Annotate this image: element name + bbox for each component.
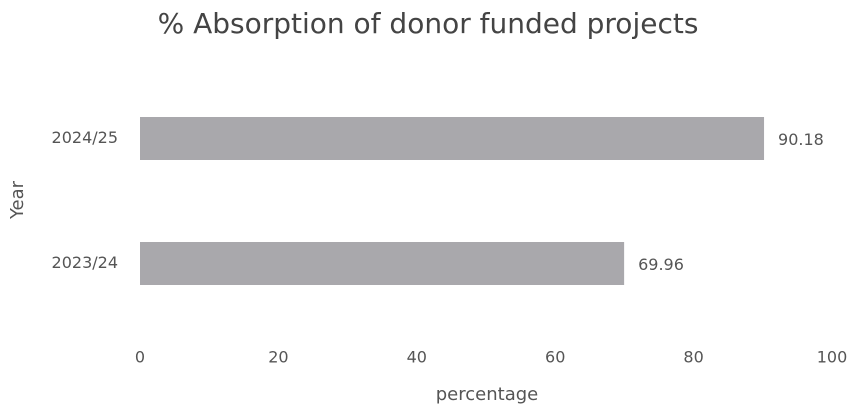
bar xyxy=(140,242,625,285)
y-tick-label: 2023/24 xyxy=(52,253,118,272)
bar xyxy=(140,117,765,160)
y-tick-label: 2024/25 xyxy=(52,128,118,147)
x-tick-label: 0 xyxy=(135,348,145,367)
y-axis-title: Year xyxy=(7,180,28,220)
x-tick-label: 100 xyxy=(817,348,848,367)
x-tick-label: 80 xyxy=(683,348,703,367)
x-axis-title: percentage xyxy=(436,384,538,405)
x-tick-label: 20 xyxy=(268,348,288,367)
chart-title: % Absorption of donor funded projects xyxy=(158,7,699,40)
data-label: 69.96 xyxy=(638,255,684,274)
data-label: 90.18 xyxy=(778,130,824,149)
x-tick-label: 40 xyxy=(407,348,427,367)
x-tick-label: 60 xyxy=(545,348,565,367)
